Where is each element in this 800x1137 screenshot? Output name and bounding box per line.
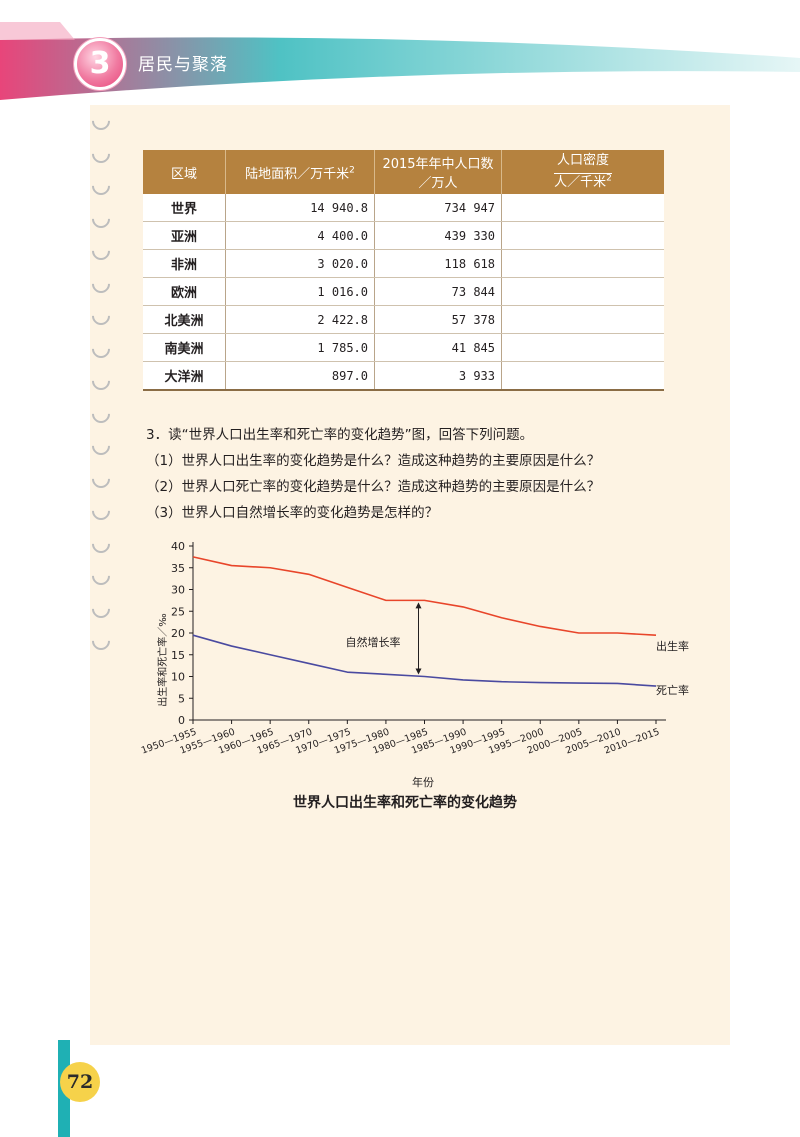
cell-population: 57 378 — [374, 305, 502, 334]
header-population: 2015年年中人口数／万人 — [374, 150, 502, 194]
table-row: 世界 14 940.8 734 947 — [143, 194, 664, 222]
natural-growth-label: 自然增长率 — [346, 635, 401, 649]
header-area-label: 陆地面积／万千米 — [245, 166, 350, 182]
population-table: 区域 陆地面积／万千米2 2015年年中人口数／万人 人口密度 人／千米2 世界… — [143, 150, 664, 391]
ring-icon — [88, 563, 114, 589]
header-band — [0, 22, 800, 100]
cell-density — [501, 221, 664, 250]
arrowhead-down-icon — [415, 668, 422, 675]
cell-population: 3 933 — [374, 361, 502, 391]
cell-density — [501, 277, 664, 306]
ring-icon — [88, 108, 114, 134]
cell-population: 439 330 — [374, 221, 502, 250]
table-row: 北美洲 2 422.8 57 378 — [143, 305, 664, 334]
cell-density — [501, 333, 664, 362]
cell-area: 4 400.0 — [225, 221, 375, 250]
cell-population: 41 845 — [374, 333, 502, 362]
ring-icon — [88, 173, 114, 199]
y-tick-label: 40 — [171, 540, 185, 553]
cell-region: 非洲 — [143, 249, 226, 278]
table-row: 欧洲 1 016.0 73 844 — [143, 277, 664, 306]
cell-area: 897.0 — [225, 361, 375, 391]
cell-population: 118 618 — [374, 249, 502, 278]
ring-icon — [88, 433, 114, 459]
table-row: 大洋洲 897.0 3 933 — [143, 361, 664, 391]
cell-area: 3 020.0 — [225, 249, 375, 278]
header-region: 区域 — [143, 150, 226, 194]
cell-region: 北美洲 — [143, 305, 226, 334]
series-lines — [192, 556, 657, 687]
chart-svg: 0 5 10 15 20 25 30 35 40 1950—19551955—19601960—… — [140, 540, 689, 789]
birth-death-rate-chart: 0 5 10 15 20 25 30 35 40 1950—1955 1955—1960 1960—… — [130, 530, 690, 794]
table-row: 南美洲 1 785.0 41 845 — [143, 333, 664, 362]
density-top: 人口密度 — [556, 152, 609, 168]
chart-title: 世界人口出生率和死亡率的变化趋势 — [293, 795, 517, 811]
cell-density — [501, 249, 664, 278]
cell-area: 1 016.0 — [225, 277, 375, 306]
cell-population: 73 844 — [374, 277, 502, 306]
cell-region: 大洋洲 — [143, 361, 226, 391]
ring-icon — [88, 238, 114, 264]
y-axis: 0 5 10 15 20 25 30 35 40 — [171, 540, 194, 727]
death-rate-label: 死亡率 — [656, 683, 689, 697]
ring-icon — [88, 368, 114, 394]
cell-density — [501, 361, 664, 391]
header-density: 人口密度 人／千米2 — [501, 150, 664, 194]
chapter-title: 居民与聚落 — [138, 55, 228, 75]
cell-region: 南美洲 — [143, 333, 226, 362]
question-item: （3）世界人口自然增长率的变化趋势是怎样的？ — [146, 505, 439, 521]
cell-area: 2 422.8 — [225, 305, 375, 334]
table-row: 亚洲 4 400.0 439 330 — [143, 221, 664, 250]
y-tick-label: 0 — [178, 714, 185, 727]
ring-icon — [88, 628, 114, 654]
ring-icon — [88, 303, 114, 329]
birth-rate-label: 出生率 — [656, 639, 689, 653]
question-main: 3．读“世界人口出生率和死亡率的变化趋势”图，回答下列问题。 — [146, 427, 534, 443]
arrowhead-up-icon — [415, 602, 422, 609]
ring-icon — [88, 465, 114, 492]
y-tick-label: 35 — [171, 562, 185, 575]
chapter-header: 3 居民与聚落 — [0, 0, 800, 120]
cell-region: 亚洲 — [143, 221, 226, 250]
ring-icon — [88, 595, 114, 622]
ring-icon — [88, 530, 114, 557]
question-item: （1）世界人口出生率的变化趋势是什么？造成这种趋势的主要原因是什么？ — [146, 453, 601, 469]
page-strip — [0, 1040, 70, 1137]
questions-block: 3．读“世界人口出生率和死亡率的变化趋势”图，回答下列问题。 （1）世界人口出生… — [146, 422, 600, 526]
ring-icon — [88, 400, 114, 427]
x-axis: 1950—19551955—19601960—19651965—19701970… — [140, 719, 666, 757]
cell-population: 734 947 — [374, 194, 502, 222]
binder-rings — [88, 108, 114, 665]
question-item: （2）世界人口死亡率的变化趋势是什么？造成这种趋势的主要原因是什么？ — [146, 479, 601, 495]
cell-density — [501, 305, 664, 334]
cell-region: 欧洲 — [143, 277, 226, 306]
cell-region: 世界 — [143, 194, 226, 222]
ring-icon — [88, 205, 114, 232]
cell-density — [501, 194, 664, 222]
death-rate-line — [192, 634, 657, 687]
x-axis-label: 年份 — [412, 775, 434, 789]
birth-rate-line — [192, 556, 657, 636]
y-tick-label: 25 — [171, 605, 185, 618]
y-tick-label: 5 — [178, 692, 185, 705]
chapter-number-badge: 3 — [74, 38, 126, 90]
y-tick-label: 30 — [171, 584, 185, 597]
ring-icon — [88, 270, 114, 297]
cell-area: 14 940.8 — [225, 194, 375, 222]
ring-icon — [88, 498, 114, 524]
y-tick-label: 20 — [171, 627, 185, 640]
page-number: 72 — [60, 1062, 100, 1102]
y-tick-label: 10 — [171, 671, 185, 684]
header-area: 陆地面积／万千米2 — [225, 150, 375, 194]
data-table: 区域 陆地面积／万千米2 2015年年中人口数／万人 人口密度 人／千米2 世界… — [143, 150, 664, 391]
cell-area: 1 785.0 — [225, 333, 375, 362]
table-row: 非洲 3 020.0 118 618 — [143, 249, 664, 278]
ring-icon — [88, 140, 114, 167]
y-axis-label: 出生率和死亡率／‰ — [156, 613, 169, 706]
density-bottom: 人／千米 — [554, 175, 607, 191]
header-area-sup: 2 — [349, 165, 355, 176]
density-sup: 2 — [606, 173, 612, 184]
ring-icon — [88, 335, 114, 362]
y-tick-label: 15 — [171, 649, 185, 662]
